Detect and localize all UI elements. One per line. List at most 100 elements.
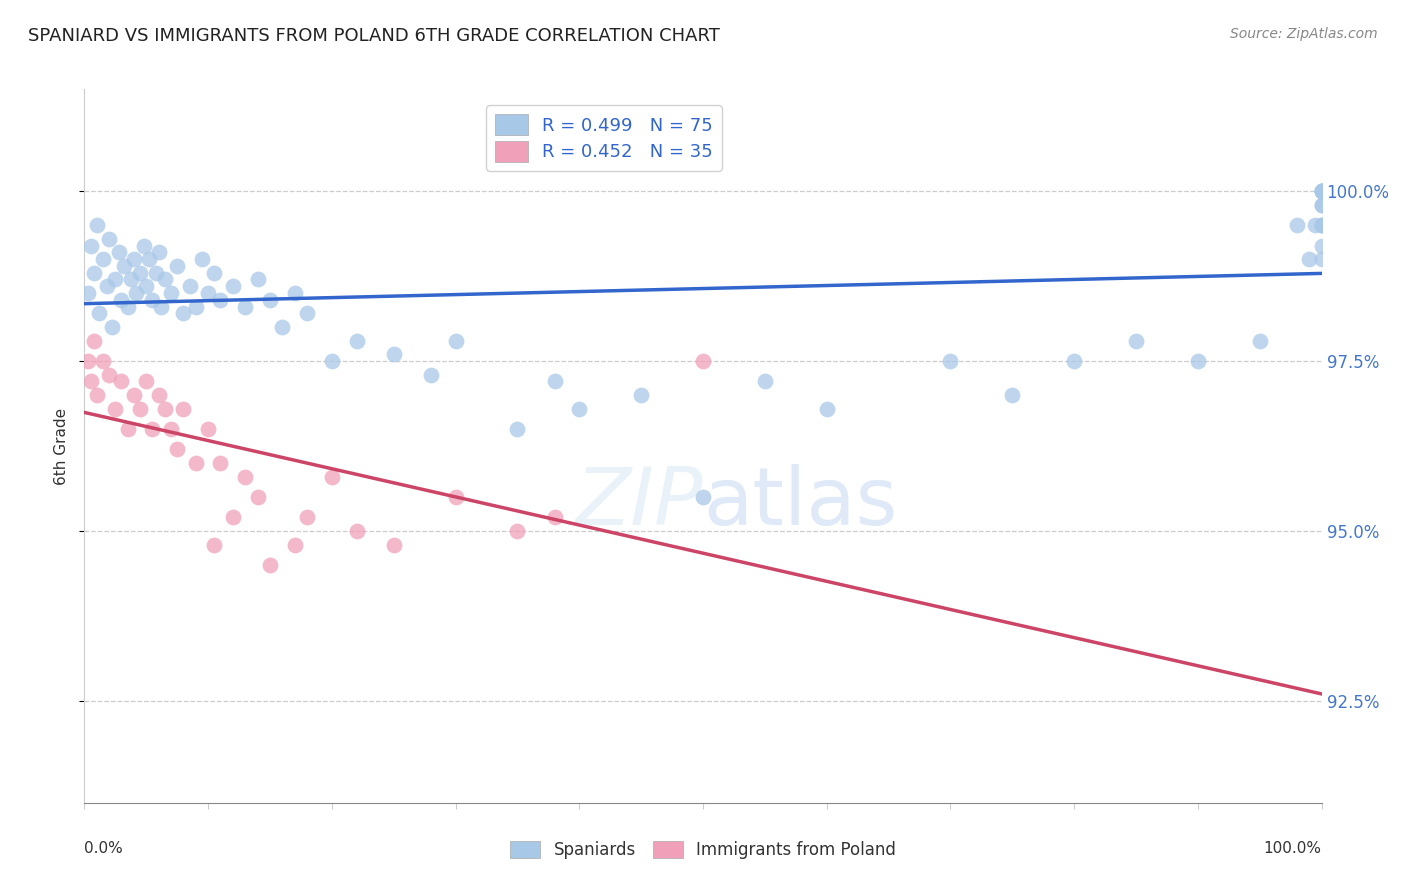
- Point: [141, 293, 163, 307]
- Point: [222, 279, 245, 293]
- Point: [1310, 184, 1333, 198]
- Point: [284, 286, 307, 301]
- Point: [108, 245, 131, 260]
- Point: [692, 490, 714, 504]
- Point: [98, 368, 121, 382]
- Point: [233, 300, 256, 314]
- Point: [1310, 198, 1333, 212]
- Point: [1063, 354, 1085, 368]
- Point: [172, 401, 194, 416]
- Text: ZIP: ZIP: [575, 464, 703, 542]
- Point: [166, 442, 188, 457]
- Point: [148, 388, 170, 402]
- Point: [259, 293, 281, 307]
- Point: [148, 245, 170, 260]
- Point: [568, 401, 591, 416]
- Point: [120, 272, 142, 286]
- Point: [284, 537, 307, 551]
- Point: [815, 401, 838, 416]
- Point: [209, 456, 232, 470]
- Text: atlas: atlas: [703, 464, 897, 542]
- Point: [295, 306, 318, 320]
- Point: [209, 293, 232, 307]
- Point: [444, 334, 467, 348]
- Point: [246, 272, 269, 286]
- Point: [86, 218, 108, 232]
- Point: [86, 388, 108, 402]
- Point: [96, 279, 118, 293]
- Text: 0.0%: 0.0%: [84, 841, 124, 855]
- Point: [160, 286, 183, 301]
- Text: Source: ZipAtlas.com: Source: ZipAtlas.com: [1230, 27, 1378, 41]
- Point: [321, 469, 343, 483]
- Point: [153, 272, 176, 286]
- Point: [129, 266, 152, 280]
- Point: [153, 401, 176, 416]
- Point: [419, 368, 441, 382]
- Point: [222, 510, 245, 524]
- Point: [1310, 184, 1333, 198]
- Point: [295, 510, 318, 524]
- Point: [543, 510, 565, 524]
- Point: [1249, 334, 1271, 348]
- Point: [160, 422, 183, 436]
- Point: [197, 422, 219, 436]
- Point: [184, 456, 207, 470]
- Point: [83, 334, 105, 348]
- Point: [79, 375, 101, 389]
- Point: [141, 422, 163, 436]
- Point: [79, 238, 101, 252]
- Point: [506, 422, 529, 436]
- Point: [122, 388, 145, 402]
- Point: [382, 347, 405, 361]
- Point: [145, 266, 167, 280]
- Point: [382, 537, 405, 551]
- Text: SPANIARD VS IMMIGRANTS FROM POLAND 6TH GRADE CORRELATION CHART: SPANIARD VS IMMIGRANTS FROM POLAND 6TH G…: [28, 27, 720, 45]
- Point: [91, 252, 114, 266]
- Point: [98, 232, 121, 246]
- Point: [1310, 184, 1333, 198]
- Point: [135, 279, 157, 293]
- Point: [104, 401, 127, 416]
- Point: [1310, 252, 1333, 266]
- Point: [271, 320, 294, 334]
- Point: [129, 401, 152, 416]
- Point: [1310, 218, 1333, 232]
- Point: [77, 354, 100, 368]
- Point: [172, 306, 194, 320]
- Point: [321, 354, 343, 368]
- Point: [117, 422, 139, 436]
- Point: [259, 558, 281, 572]
- Point: [89, 306, 111, 320]
- Point: [1001, 388, 1024, 402]
- Point: [1310, 238, 1333, 252]
- Legend: Spaniards, Immigrants from Poland: Spaniards, Immigrants from Poland: [503, 834, 903, 866]
- Point: [91, 354, 114, 368]
- Point: [112, 259, 135, 273]
- Point: [166, 259, 188, 273]
- Point: [346, 524, 368, 538]
- Point: [197, 286, 219, 301]
- Point: [233, 469, 256, 483]
- Point: [122, 252, 145, 266]
- Point: [543, 375, 565, 389]
- Point: [444, 490, 467, 504]
- Point: [202, 266, 225, 280]
- Point: [110, 293, 132, 307]
- Point: [754, 375, 776, 389]
- Point: [1310, 198, 1333, 212]
- Point: [117, 300, 139, 314]
- Y-axis label: 6th Grade: 6th Grade: [53, 408, 69, 484]
- Point: [692, 354, 714, 368]
- Point: [77, 286, 100, 301]
- Point: [104, 272, 127, 286]
- Point: [125, 286, 148, 301]
- Point: [135, 375, 157, 389]
- Point: [150, 300, 173, 314]
- Point: [939, 354, 962, 368]
- Point: [110, 375, 132, 389]
- Point: [1305, 218, 1327, 232]
- Point: [630, 388, 652, 402]
- Point: [1310, 218, 1333, 232]
- Point: [246, 490, 269, 504]
